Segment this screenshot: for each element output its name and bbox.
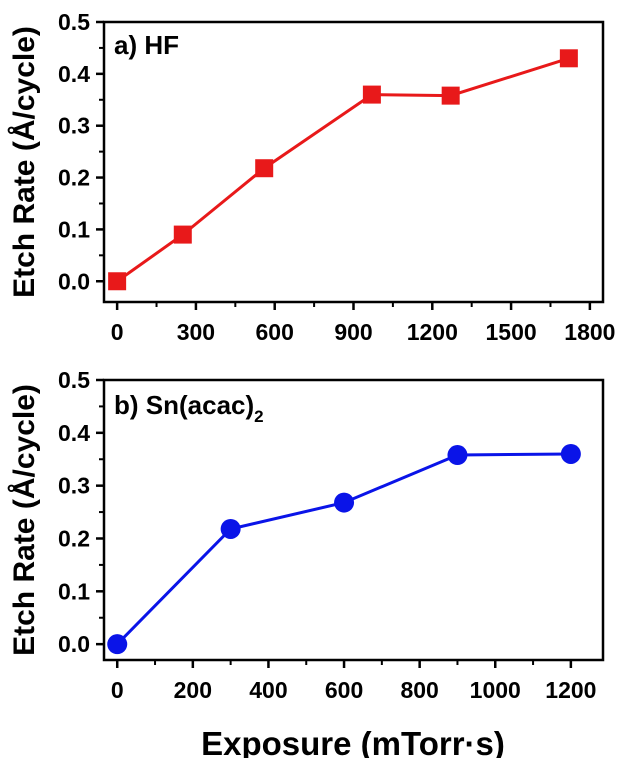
- panel-b-data-point: [220, 518, 241, 539]
- panel-b-y-axis-title: Etch Rate (Å/cycle): [8, 384, 41, 656]
- panel-b-y-tick-label: 0.1: [58, 578, 90, 604]
- panel-b-x-tick-label: 400: [249, 677, 287, 703]
- panel-b-x-axis: 0 200 400 600 800 1000 1200: [111, 660, 596, 703]
- panel-a-y-axis: 0.0 0.1 0.2 0.3 0.4 0.5: [58, 9, 104, 294]
- panel-a-hf: 0.0 0.1 0.2 0.3 0.4 0.5 0 300 600 900 1200 1500 180…: [8, 9, 615, 345]
- panel-b-x-tick-label: 1200: [545, 677, 596, 703]
- panel-a-y-axis-title: Etch Rate (Å/cycle): [8, 26, 41, 298]
- panel-a-y-tick-label: 0.3: [58, 113, 90, 139]
- panel-b-x-tick-label: 600: [325, 677, 363, 703]
- panel-a-label: a) HF: [114, 30, 179, 60]
- panel-a-y-tick-label: 0.5: [58, 9, 90, 35]
- panel-b-x-tick-label: 1000: [470, 677, 521, 703]
- panel-a-x-tick-label: 1500: [485, 319, 536, 345]
- panel-a-data-point: [441, 86, 460, 105]
- panel-a-y-tick-label: 0.1: [58, 216, 90, 242]
- panel-b-data-point: [560, 443, 581, 464]
- panel-a-data-point: [559, 49, 578, 68]
- panel-b-data-point: [107, 634, 128, 655]
- panel-a-x-tick-label: 600: [256, 319, 294, 345]
- panel-b-label: b) Sn(acac)2: [114, 390, 264, 426]
- panel-a-y-tick-label: 0.2: [58, 165, 90, 191]
- panel-b-y-tick-label: 0.0: [58, 631, 90, 657]
- panel-a-x-tick-label: 900: [334, 319, 372, 345]
- panel-b-x-tick-label: 200: [174, 677, 212, 703]
- panel-a-x-tick-label: 1800: [564, 319, 615, 345]
- panel-a-data-point: [108, 272, 127, 291]
- panel-a-data-point: [362, 85, 381, 104]
- panel-b-plot-frame: [102, 378, 605, 662]
- x-axis-title: Exposure (mTorr·s): [201, 725, 505, 758]
- panel-b-y-tick-label: 0.5: [58, 367, 90, 393]
- panel-b-x-tick-label: 0: [111, 677, 124, 703]
- panel-b-y-tick-label: 0.2: [58, 525, 90, 551]
- panel-a-x-tick-label: 300: [177, 319, 215, 345]
- panel-a-x-tick-label: 0: [111, 319, 124, 345]
- panel-a-x-axis: 0 300 600 900 1200 1500 1800: [111, 302, 615, 345]
- panel-b-sn-acac: 0.0 0.1 0.2 0.3 0.4 0.5 0 200 400 600 800 1000 1200…: [8, 367, 605, 758]
- panel-a-data-point: [255, 159, 274, 178]
- panel-a-x-tick-label: 1200: [407, 319, 458, 345]
- panel-b-data-point: [447, 445, 468, 466]
- panel-b-series: [107, 443, 581, 655]
- panel-b-data-point: [334, 492, 355, 513]
- panel-a-y-tick-label: 0.4: [58, 61, 90, 87]
- panel-b-y-tick-label: 0.4: [58, 420, 90, 446]
- panel-a-plot-frame: [102, 20, 605, 304]
- panel-a-series-line: [116, 56, 570, 283]
- panel-b-series-line: [116, 452, 571, 646]
- panel-b-y-tick-label: 0.3: [58, 473, 90, 499]
- panel-a-y-tick-label: 0.0: [58, 268, 90, 294]
- panel-a-series: [108, 49, 578, 291]
- panel-a-data-point: [173, 225, 192, 244]
- panel-b-x-tick-label: 800: [400, 677, 438, 703]
- panel-b-y-axis: 0.0 0.1 0.2 0.3 0.4 0.5: [58, 367, 104, 657]
